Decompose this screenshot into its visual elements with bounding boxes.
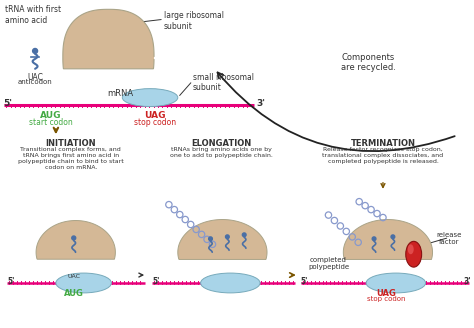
Polygon shape: [36, 220, 115, 259]
Text: tRNA with first
amino acid: tRNA with first amino acid: [5, 5, 62, 25]
Circle shape: [226, 235, 229, 239]
Text: ELONGATION: ELONGATION: [191, 139, 252, 148]
Text: 5': 5': [3, 99, 12, 108]
Polygon shape: [178, 219, 267, 259]
Ellipse shape: [201, 273, 260, 293]
Text: start codon: start codon: [29, 118, 73, 127]
Text: stop codon: stop codon: [367, 296, 405, 302]
Text: 5': 5': [152, 277, 160, 285]
Text: mRNA: mRNA: [107, 89, 133, 97]
Ellipse shape: [122, 89, 178, 107]
Polygon shape: [343, 219, 433, 259]
Text: 3': 3': [256, 99, 265, 108]
Text: release
factor: release factor: [437, 233, 462, 245]
Text: small ribosomal
subunit: small ribosomal subunit: [192, 73, 254, 92]
Text: Transitional complex forms, and
tRNA brings first amino acid in
polypeptide chai: Transitional complex forms, and tRNA bri…: [18, 147, 124, 170]
Circle shape: [209, 237, 212, 241]
Circle shape: [372, 237, 376, 241]
Text: AUG: AUG: [64, 289, 84, 298]
Text: Release factor recognizes stop codon,
translational complex dissociates, and
com: Release factor recognizes stop codon, tr…: [322, 147, 444, 164]
Ellipse shape: [408, 244, 414, 254]
Text: AUG: AUG: [40, 112, 62, 120]
Circle shape: [72, 236, 76, 240]
Text: UAC: UAC: [27, 73, 43, 82]
Text: tRNAs bring amino acids one by
one to add to polypeptide chain.: tRNAs bring amino acids one by one to ad…: [170, 147, 273, 158]
Text: TERMINATION: TERMINATION: [350, 139, 416, 148]
Text: 5': 5': [301, 277, 308, 285]
Circle shape: [242, 233, 246, 236]
Ellipse shape: [56, 273, 111, 293]
Text: Components
are recycled.: Components are recycled.: [341, 53, 395, 72]
Text: 3': 3': [463, 277, 471, 285]
Ellipse shape: [406, 241, 422, 267]
Text: stop codon: stop codon: [134, 118, 176, 127]
Circle shape: [33, 49, 37, 53]
Text: large ribosomal
subunit: large ribosomal subunit: [164, 11, 224, 31]
Circle shape: [391, 235, 395, 239]
Text: INITIATION: INITIATION: [46, 139, 96, 148]
Text: UAG: UAG: [144, 112, 166, 120]
Text: UAG: UAG: [376, 289, 396, 298]
Text: UAC: UAC: [67, 274, 80, 279]
Text: anticodon: anticodon: [18, 79, 53, 85]
Ellipse shape: [366, 273, 426, 293]
Text: completed
polypeptide: completed polypeptide: [308, 257, 349, 270]
Text: 5': 5': [7, 277, 15, 285]
